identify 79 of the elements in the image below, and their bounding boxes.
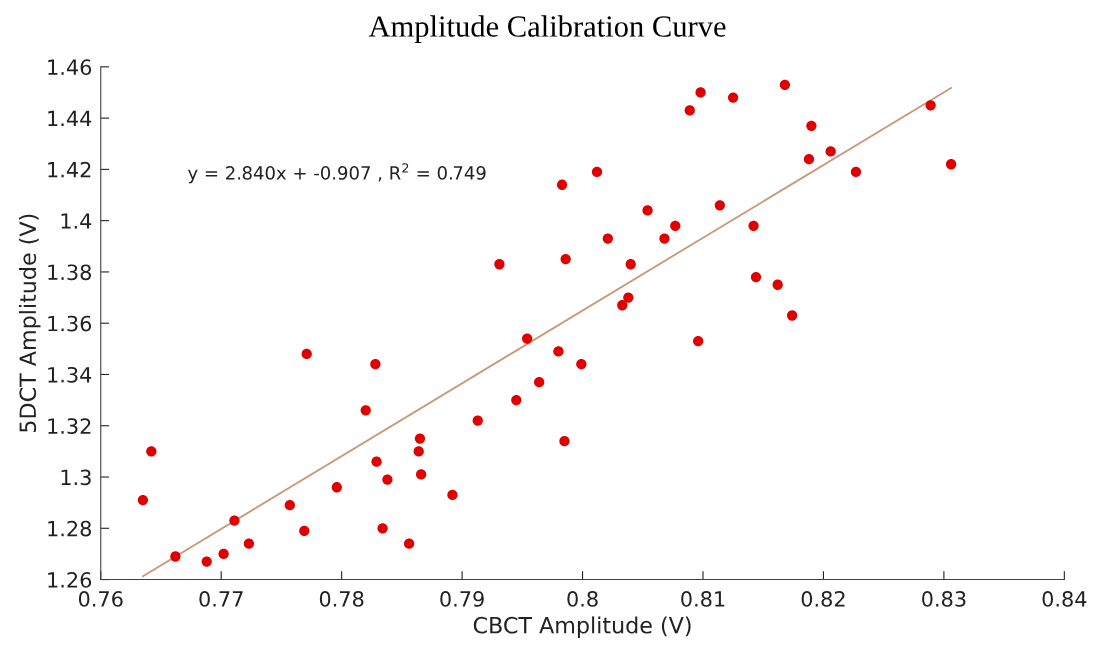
point xyxy=(534,377,545,388)
point xyxy=(137,494,149,506)
y-axis-title: 5DCT Amplitude (V) xyxy=(18,214,41,432)
y-tick-label: 1.42 xyxy=(48,161,91,178)
y-tick-label: 1.36 xyxy=(48,315,92,332)
y-tick-label: 1.32 xyxy=(48,418,91,434)
point xyxy=(170,551,181,562)
point xyxy=(727,92,739,103)
x-tick-label: 0.8 xyxy=(567,591,598,607)
point xyxy=(472,415,483,426)
point xyxy=(750,271,762,283)
point xyxy=(370,359,381,370)
y-tick-label: 1.28 xyxy=(48,520,91,537)
point xyxy=(617,300,628,311)
point xyxy=(623,292,634,303)
point xyxy=(413,446,424,457)
annotation: y = 2.840x + -0.907 , R$^{2}$ = 0.749 xyxy=(188,163,486,184)
x-tick-label: 0.84 xyxy=(1042,591,1087,607)
point xyxy=(695,87,706,98)
point xyxy=(560,253,571,265)
x-tick-label: 0.78 xyxy=(319,591,364,607)
point xyxy=(553,346,564,357)
point xyxy=(377,523,388,534)
y-tick-label: 1.46 xyxy=(48,59,92,76)
x-axis-title: CBCT Amplitude (V) xyxy=(473,616,691,638)
x-tick-label: 0.83 xyxy=(922,591,966,607)
point xyxy=(693,336,704,347)
point xyxy=(576,359,587,370)
point xyxy=(414,433,426,444)
x-tick-label: 0.76 xyxy=(78,591,123,607)
point xyxy=(825,146,836,157)
point xyxy=(779,79,791,90)
point xyxy=(642,205,653,216)
point xyxy=(684,105,695,116)
point xyxy=(803,153,815,165)
point xyxy=(299,525,310,536)
point xyxy=(559,435,570,447)
point xyxy=(925,100,936,111)
y-tick-label: 1.44 xyxy=(48,110,92,127)
point xyxy=(360,405,371,416)
point xyxy=(218,548,229,560)
point xyxy=(591,166,603,178)
point xyxy=(806,120,817,131)
y-tick-label: 1.3 xyxy=(61,469,91,486)
x-tick-label: 0.82 xyxy=(801,591,845,607)
point xyxy=(659,233,670,244)
point xyxy=(850,166,862,178)
point xyxy=(284,500,295,511)
point xyxy=(602,233,613,244)
chart-title: Amplitude Calibration Curve xyxy=(368,15,726,44)
point xyxy=(229,515,240,526)
point xyxy=(494,259,505,270)
x-tick-label: 0.79 xyxy=(440,591,484,607)
point xyxy=(945,159,957,170)
point xyxy=(331,482,342,493)
point xyxy=(447,489,458,501)
point xyxy=(625,259,636,270)
point xyxy=(301,348,312,360)
point xyxy=(772,279,783,290)
point xyxy=(748,220,759,231)
point xyxy=(670,220,681,231)
point xyxy=(556,179,568,190)
point xyxy=(714,200,725,211)
point xyxy=(382,474,393,485)
point xyxy=(243,538,255,549)
x-tick-label: 0.81 xyxy=(681,591,725,607)
point xyxy=(415,469,427,480)
point xyxy=(371,456,382,467)
x-tick-label: 0.77 xyxy=(199,591,243,607)
y-tick-label: 1.38 xyxy=(48,264,91,281)
point xyxy=(511,394,522,406)
point xyxy=(403,538,415,549)
point xyxy=(521,333,533,344)
y-tick-label: 1.34 xyxy=(48,366,92,383)
y-tick-label: 1.26 xyxy=(48,572,92,588)
point xyxy=(146,446,157,457)
point xyxy=(201,556,212,567)
y-tick-label: 1.4 xyxy=(61,213,92,229)
point xyxy=(786,310,798,321)
